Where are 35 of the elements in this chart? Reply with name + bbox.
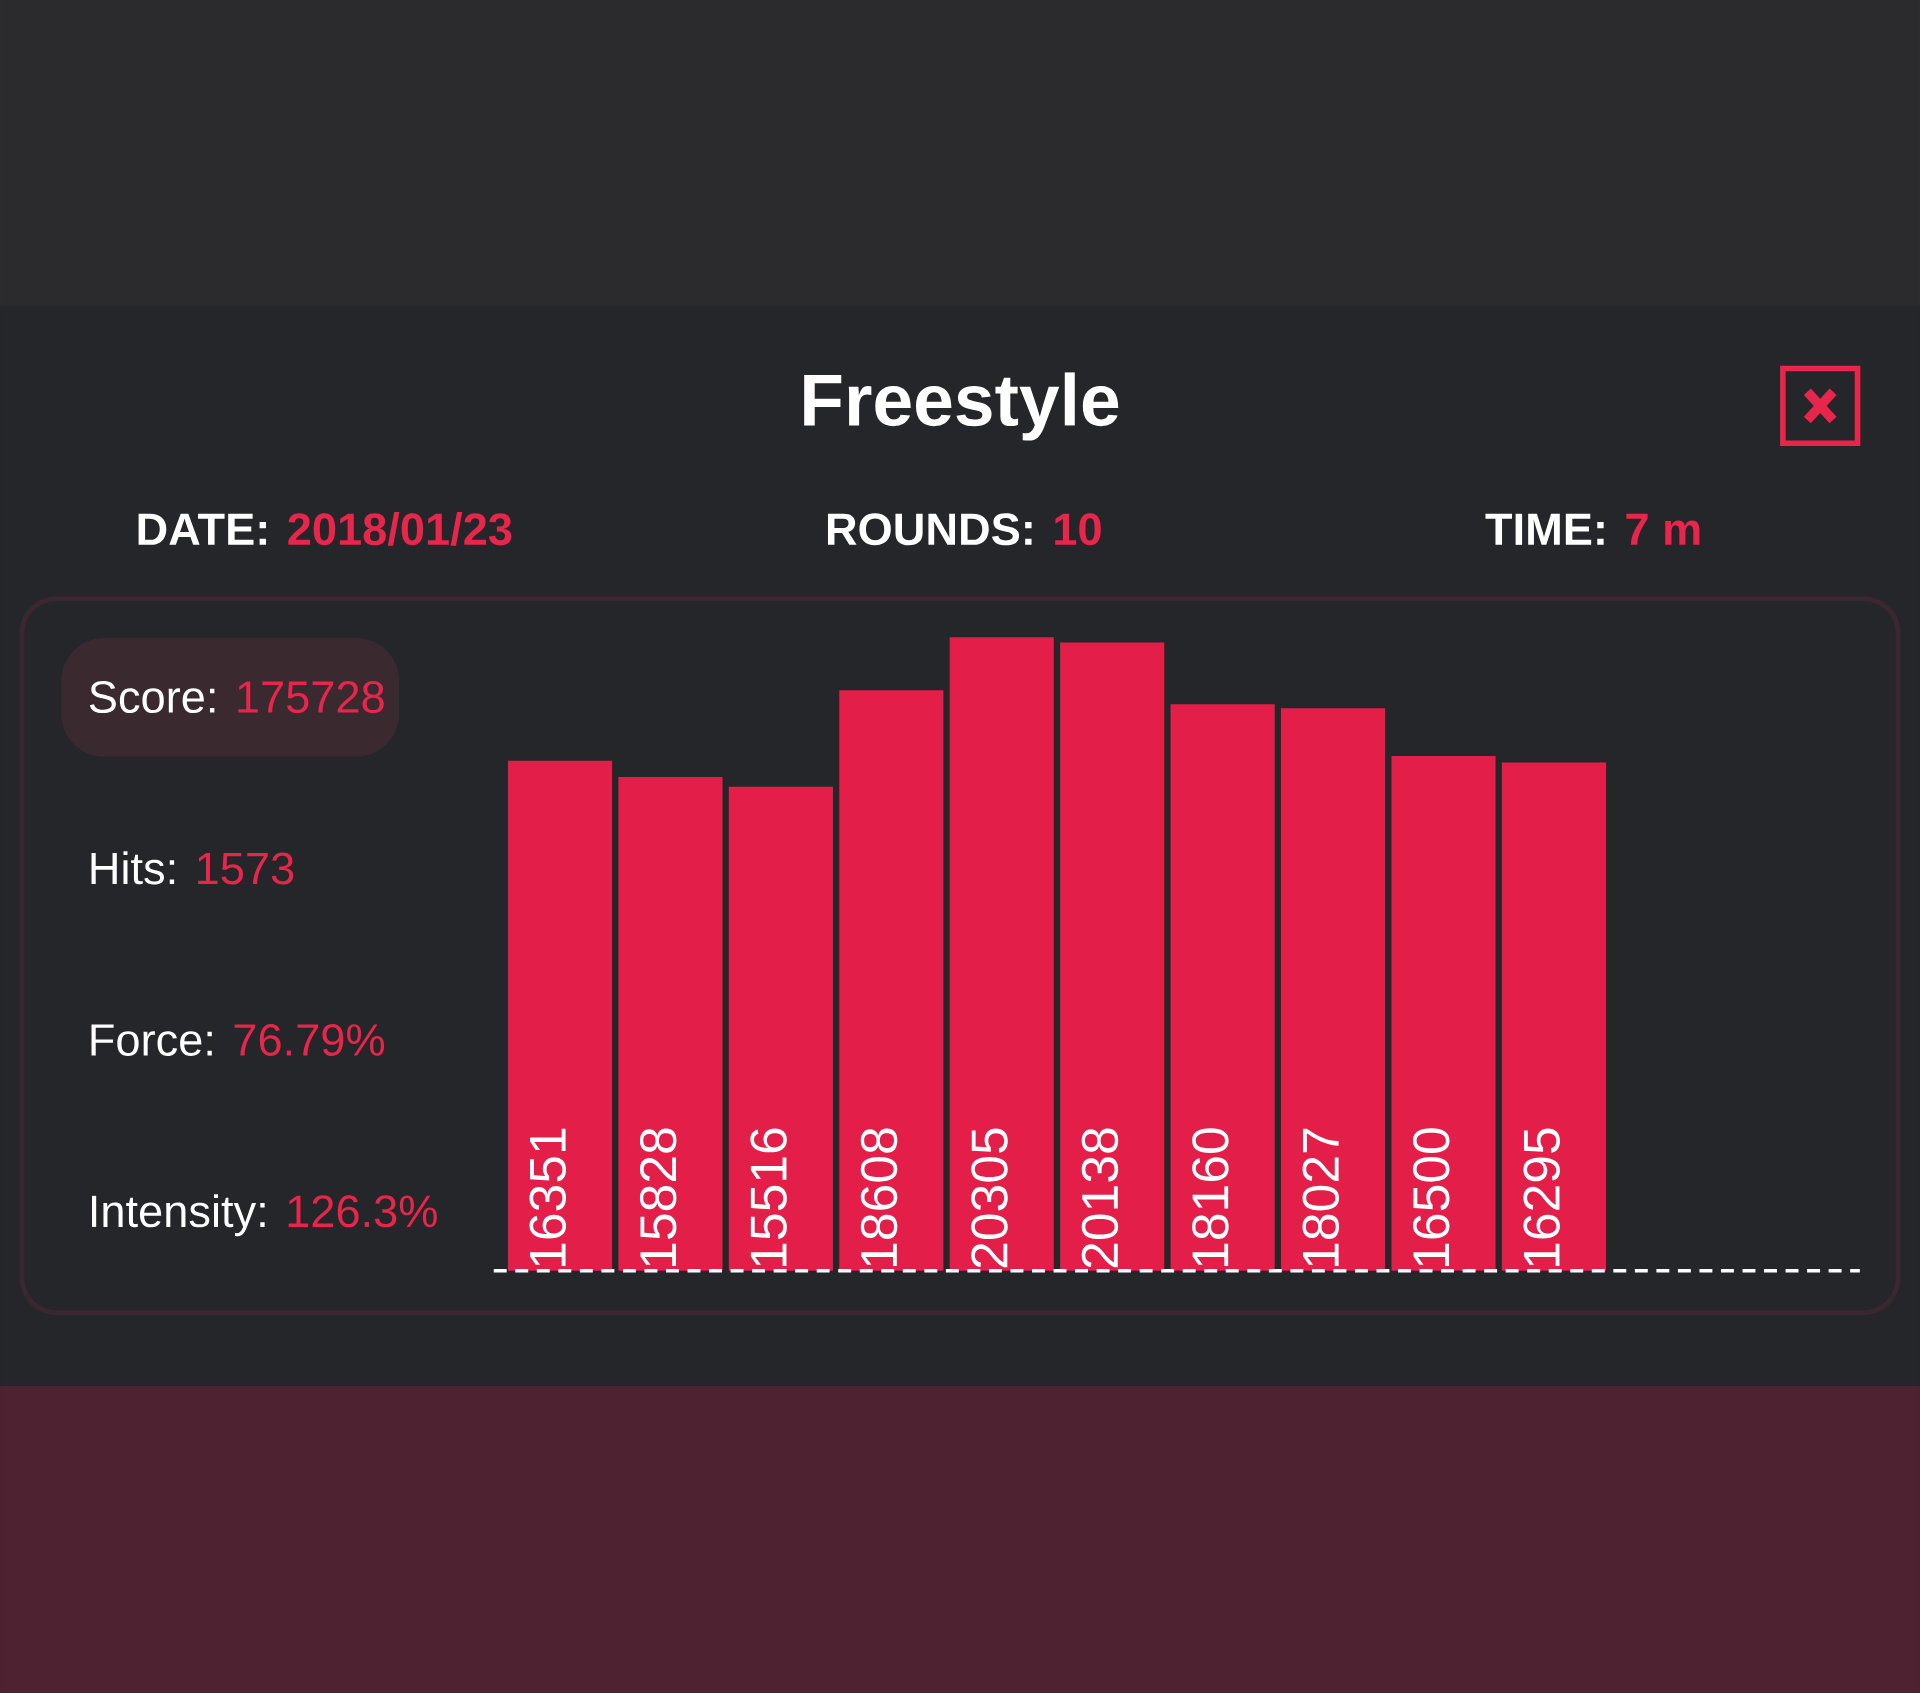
text: 10: [1055, 513, 1101, 546]
data-label: 20138: [1081, 1128, 1119, 1268]
bar: [507, 760, 613, 1271]
data-label: 15516: [750, 1128, 787, 1266]
text: 2018/01/23: [288, 511, 512, 546]
bar: [1501, 762, 1607, 1271]
data-label: 18160: [1192, 1128, 1229, 1266]
text: ROUNDS:: [827, 513, 1032, 546]
data-label: 16295: [1523, 1128, 1560, 1266]
bar: [839, 690, 944, 1271]
text: 126.3%: [288, 1195, 437, 1228]
data-label: 16500: [1412, 1128, 1450, 1266]
bar: [1281, 708, 1386, 1271]
data-label: 20305: [971, 1128, 1008, 1268]
bar: [1170, 704, 1275, 1271]
text: 76.79%: [234, 1023, 385, 1056]
data-label: 18608: [860, 1128, 898, 1266]
bar: [949, 637, 1054, 1271]
text: Force:: [91, 1024, 212, 1056]
data-label: 18027: [1302, 1128, 1340, 1266]
text: Hits:: [91, 851, 175, 885]
data-label: 16351: [529, 1128, 567, 1266]
text: Intensity:: [91, 1193, 265, 1237]
data-label: 15828: [639, 1128, 677, 1266]
text: 7 m: [1626, 513, 1700, 545]
text: Score:: [89, 680, 215, 713]
text: TIME:: [1485, 513, 1604, 545]
bar: [1060, 642, 1165, 1271]
text: DATE:: [138, 513, 266, 545]
chart-title: Freestyle: [804, 372, 1119, 441]
text: 175728: [238, 680, 384, 713]
bar: [618, 776, 723, 1271]
bar: [1391, 755, 1496, 1271]
bar: [728, 786, 833, 1271]
text: 1573: [198, 852, 294, 885]
